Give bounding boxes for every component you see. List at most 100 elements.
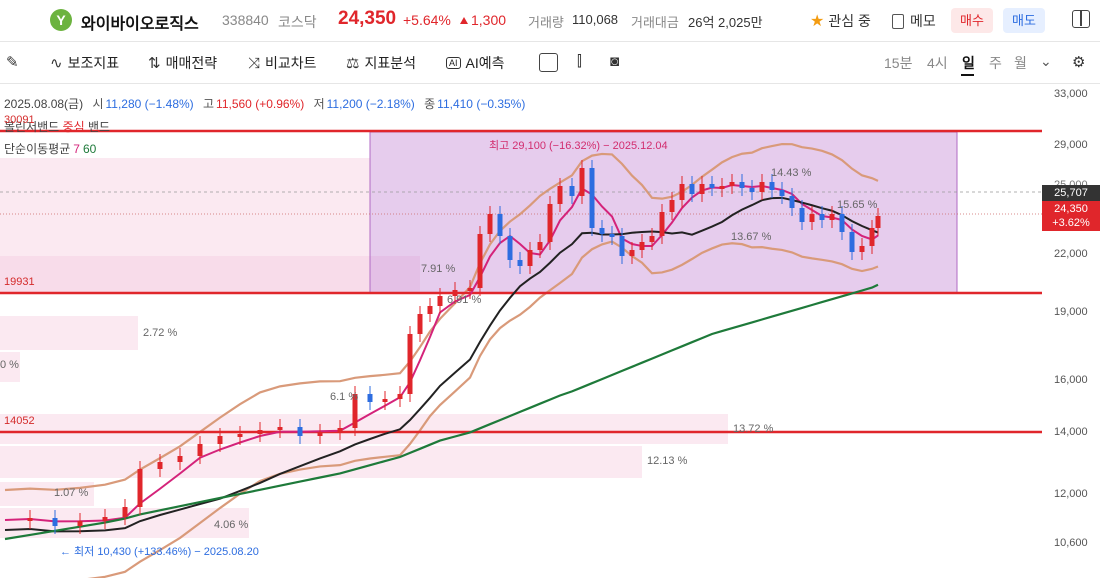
pct-label: 0 % [0,359,19,371]
pct-label: 15.65 % [837,199,878,211]
current-price-tag: 24,350 +3.62% [1042,201,1100,231]
candle-body [859,246,865,252]
candle-body [397,394,403,399]
indicator-button[interactable]: ∿ 보조지표 [50,53,119,73]
price-tick: 22,000 [1054,248,1088,260]
candle-body [799,208,805,222]
sma-legend[interactable]: 단순이동평균 7 60 [4,140,96,157]
candle-body [122,507,128,517]
candle-body [217,436,223,444]
profile-band [0,482,94,506]
screenshot-button[interactable]: ◙ [610,53,624,70]
draw-tool-button[interactable]: ✎ [6,53,24,71]
candle-body [477,234,483,288]
more-periods-chevron-icon[interactable]: ⌄ [1040,53,1052,69]
candle-body [177,456,183,462]
indicator-label: 보조지표 [67,55,120,71]
candle-body [257,430,263,434]
candle-body [237,434,243,437]
strategy-button[interactable]: ⇅ 매매전략 [148,53,217,73]
candle-body [759,182,765,192]
company-logo: Y [50,9,72,31]
indicator-icon: ∿ [50,55,63,72]
pct-label: 12.13 % [647,455,688,467]
memo-button[interactable]: 메모 [892,11,936,31]
candle-body [337,428,343,432]
period-4hour[interactable]: 4시 [927,55,948,71]
ai-icon: AI [446,57,461,69]
candle-body [52,518,58,526]
candle-body [819,214,825,220]
amount-label: 거래대금 [631,15,679,30]
open-label: 시 [92,97,104,111]
period-day[interactable]: 일 [962,55,975,71]
change-rate: +5.64% [403,12,451,28]
high-annotation: 최고 29,100 (−16.32%) − 2025.12.04 [489,140,668,152]
candle-body [517,260,523,266]
high-label: 고 [203,97,215,111]
candle-body [27,518,33,521]
candle-body [729,182,735,186]
price-tick: 33,000 [1054,88,1088,100]
period-week[interactable]: 주 [989,55,1002,71]
compare-button[interactable]: ⤨ 비교차트 [248,53,317,73]
volume-label: 거래량 [528,15,564,30]
analysis-label: 지표분석 [364,55,416,71]
candle-body [497,214,503,236]
level-label-top: 30091 [4,114,35,126]
pencil-icon: ✎ [6,54,19,71]
analysis-icon: ⚖ [346,55,360,72]
price-tick: 19,000 [1054,306,1088,318]
candle-body [609,234,615,237]
bollinger-upper [4,142,879,492]
candle-body [437,296,443,306]
candle-body [367,394,373,402]
close-value: 11,410 (−0.35%) [437,97,526,111]
bollinger-legend[interactable]: 볼린저밴드 중심 밴드 [4,118,110,135]
memo-label: 메모 [910,13,936,29]
price-chart[interactable] [0,84,1100,578]
candle-body [197,444,203,456]
buy-button[interactable]: 매수 [951,8,993,33]
candle-type-button[interactable]: ⫿ [577,53,587,70]
ref-price-tag: 25,707 [1042,185,1100,201]
candles [27,160,881,534]
bollinger-mid-label: 중심 [62,120,85,134]
candle-body [569,186,575,196]
candle-body [619,236,625,256]
price-tick: 29,000 [1054,139,1088,151]
ai-forecast-button[interactable]: AI AI예측 [446,53,505,73]
price-tick: 14,000 [1054,426,1088,438]
candle-body [382,399,388,402]
settings-button[interactable]: ⚙ [1072,53,1090,71]
candle-body [699,184,705,194]
candle-body [102,517,108,521]
square-tool-icon[interactable] [539,53,558,72]
amount-value: 26억 2,025만 [688,15,763,30]
star-icon: ★ [810,13,825,30]
compare-label: 비교차트 [265,55,317,71]
candle-body [427,306,433,314]
sell-button[interactable]: 매도 [1003,8,1045,33]
candle-body [749,188,755,192]
candle-body [869,228,875,246]
profile-band [0,316,138,350]
period-month[interactable]: 월 [1014,55,1027,71]
candle-body [407,334,413,394]
candle-body [719,186,725,189]
pct-label: 4.06 % [214,519,249,531]
candle-body [669,200,675,212]
candle-body [789,196,795,208]
market-name: 코스닥 [278,14,317,30]
period-15min[interactable]: 15분 [884,55,913,71]
side-panel-icon[interactable] [1072,10,1090,28]
pct-label: 1.07 % [54,487,89,499]
bollinger-band-label: 밴드 [87,120,111,134]
favorite-button[interactable]: ★ 관심 중 [810,11,871,31]
analysis-button[interactable]: ⚖ 지표분석 [346,53,416,73]
candle-body [537,242,543,250]
candle-body [527,250,533,266]
volume-value: 110,068 [572,12,619,27]
candlestick-icon: ⫿ [577,53,582,70]
candle-body [547,204,553,242]
